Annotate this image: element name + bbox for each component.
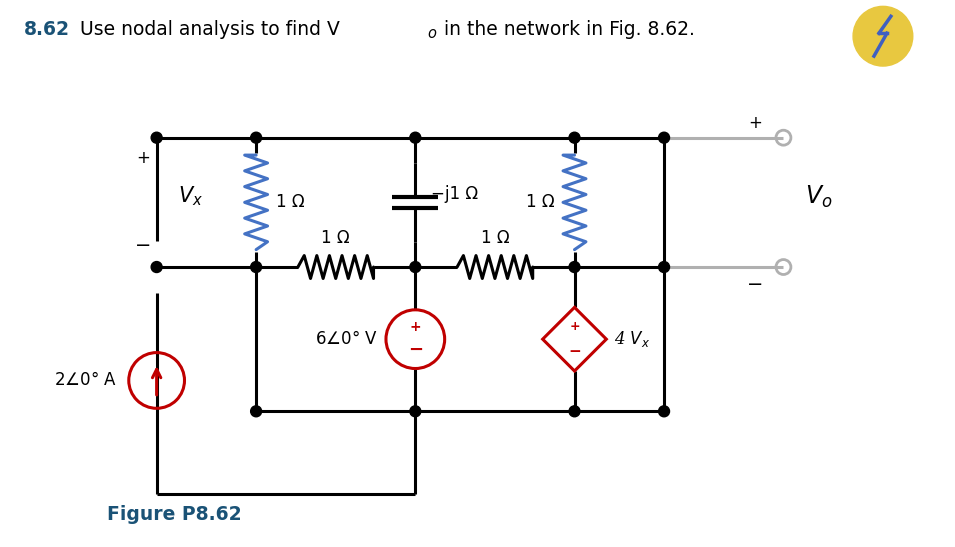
Text: −: − [408,341,423,359]
Text: 1 Ω: 1 Ω [526,193,555,211]
Circle shape [853,7,913,66]
Text: +: + [569,320,580,333]
Circle shape [659,406,669,417]
Circle shape [410,261,421,272]
Circle shape [569,132,580,143]
Text: +: + [749,114,762,132]
Circle shape [410,406,421,417]
Text: −: − [135,236,151,255]
Text: 1 Ω: 1 Ω [480,229,509,247]
Text: 1 Ω: 1 Ω [322,229,350,247]
Text: −: − [568,344,581,359]
Circle shape [659,132,669,143]
Text: Use nodal analysis to find V: Use nodal analysis to find V [80,20,340,39]
Text: $V_o$: $V_o$ [805,184,833,211]
Text: 2$\angle$0° A: 2$\angle$0° A [53,371,117,389]
Text: 8.62: 8.62 [24,20,71,39]
Circle shape [151,261,162,272]
Circle shape [250,406,262,417]
Circle shape [569,406,580,417]
Circle shape [659,261,669,272]
Text: Figure P8.62: Figure P8.62 [107,505,242,523]
Text: 4 $V_x$: 4 $V_x$ [614,329,650,349]
Text: 6$\angle$0° V: 6$\angle$0° V [314,330,377,348]
Circle shape [151,132,162,143]
Text: $V_x$: $V_x$ [179,184,203,208]
Circle shape [569,261,580,272]
Text: in the network in Fig. 8.62.: in the network in Fig. 8.62. [438,20,695,39]
Text: +: + [410,320,421,334]
Circle shape [410,132,421,143]
Circle shape [250,261,262,272]
Text: −j1 Ω: −j1 Ω [432,185,478,203]
Text: o: o [427,26,436,41]
Circle shape [250,132,262,143]
Text: 1 Ω: 1 Ω [276,193,305,211]
Text: +: + [136,149,150,167]
Text: −: − [748,276,764,294]
